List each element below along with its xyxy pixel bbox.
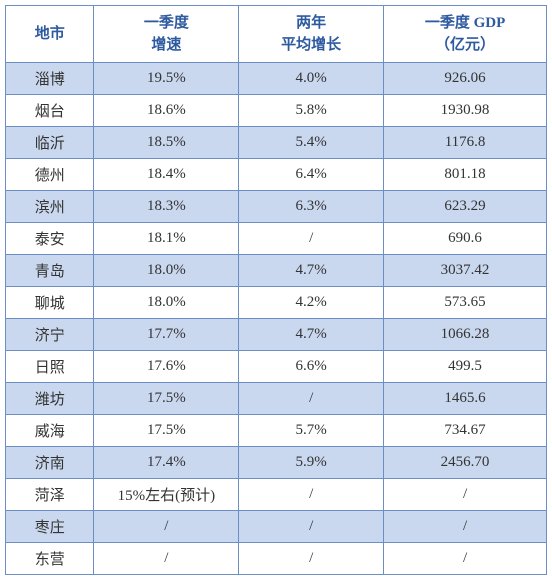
table-row: 济宁17.7%4.7%1066.28: [6, 319, 547, 351]
cell-q1_growth: 17.5%: [94, 383, 239, 415]
table-row: 枣庄///: [6, 511, 547, 543]
cell-city: 聊城: [6, 287, 94, 319]
cell-two_year_avg: 4.2%: [239, 287, 384, 319]
cell-q1_gdp: 3037.42: [384, 255, 547, 287]
cell-two_year_avg: 5.4%: [239, 127, 384, 159]
cell-city: 日照: [6, 351, 94, 383]
gdp-table: 地市 一季度增速 两年平均增长 一季度 GDP（亿元） 淄博19.5%4.0%9…: [5, 5, 547, 575]
table-body: 淄博19.5%4.0%926.06烟台18.6%5.8%1930.98临沂18.…: [6, 63, 547, 575]
cell-two_year_avg: 4.7%: [239, 319, 384, 351]
cell-q1_gdp: /: [384, 479, 547, 511]
cell-q1_growth: 18.0%: [94, 287, 239, 319]
cell-q1_gdp: 690.6: [384, 223, 547, 255]
table-row: 威海17.5%5.7%734.67: [6, 415, 547, 447]
table-row: 烟台18.6%5.8%1930.98: [6, 95, 547, 127]
cell-two_year_avg: 6.4%: [239, 159, 384, 191]
cell-q1_growth: 17.4%: [94, 447, 239, 479]
cell-q1_gdp: 1066.28: [384, 319, 547, 351]
table-row: 淄博19.5%4.0%926.06: [6, 63, 547, 95]
cell-q1_gdp: 1176.8: [384, 127, 547, 159]
table-row: 菏泽15%左右(预计)//: [6, 479, 547, 511]
cell-city: 济南: [6, 447, 94, 479]
cell-city: 济宁: [6, 319, 94, 351]
cell-q1_gdp: 926.06: [384, 63, 547, 95]
cell-two_year_avg: 6.6%: [239, 351, 384, 383]
table-row: 德州18.4%6.4%801.18: [6, 159, 547, 191]
table-row: 济南17.4%5.9%2456.70: [6, 447, 547, 479]
cell-q1_gdp: 2456.70: [384, 447, 547, 479]
cell-q1_gdp: 499.5: [384, 351, 547, 383]
header-q1-growth: 一季度增速: [94, 6, 239, 63]
cell-city: 烟台: [6, 95, 94, 127]
cell-city: 临沂: [6, 127, 94, 159]
cell-city: 潍坊: [6, 383, 94, 415]
cell-two_year_avg: /: [239, 479, 384, 511]
cell-city: 菏泽: [6, 479, 94, 511]
cell-two_year_avg: 5.9%: [239, 447, 384, 479]
cell-two_year_avg: 5.7%: [239, 415, 384, 447]
table-row: 东营///: [6, 543, 547, 575]
cell-two_year_avg: /: [239, 383, 384, 415]
cell-city: 淄博: [6, 63, 94, 95]
cell-q1_gdp: 1465.6: [384, 383, 547, 415]
cell-q1_growth: 18.4%: [94, 159, 239, 191]
table-row: 青岛18.0%4.7%3037.42: [6, 255, 547, 287]
table-row: 临沂18.5%5.4%1176.8: [6, 127, 547, 159]
cell-two_year_avg: /: [239, 543, 384, 575]
cell-city: 泰安: [6, 223, 94, 255]
cell-q1_growth: /: [94, 543, 239, 575]
cell-q1_growth: 18.0%: [94, 255, 239, 287]
cell-two_year_avg: 5.8%: [239, 95, 384, 127]
cell-q1_growth: 17.7%: [94, 319, 239, 351]
cell-q1_growth: 17.5%: [94, 415, 239, 447]
header-city: 地市: [6, 6, 94, 63]
cell-city: 枣庄: [6, 511, 94, 543]
cell-q1_growth: 19.5%: [94, 63, 239, 95]
table-row: 聊城18.0%4.2%573.65: [6, 287, 547, 319]
table-row: 泰安18.1%/690.6: [6, 223, 547, 255]
cell-two_year_avg: /: [239, 511, 384, 543]
cell-q1_growth: /: [94, 511, 239, 543]
cell-q1_gdp: 1930.98: [384, 95, 547, 127]
cell-two_year_avg: 4.7%: [239, 255, 384, 287]
cell-two_year_avg: 6.3%: [239, 191, 384, 223]
header-two-year-avg: 两年平均增长: [239, 6, 384, 63]
cell-q1_gdp: /: [384, 511, 547, 543]
cell-city: 东营: [6, 543, 94, 575]
cell-q1_gdp: /: [384, 543, 547, 575]
cell-q1_gdp: 573.65: [384, 287, 547, 319]
cell-q1_growth: 15%左右(预计): [94, 479, 239, 511]
cell-q1_growth: 18.3%: [94, 191, 239, 223]
header-q1-gdp: 一季度 GDP（亿元）: [384, 6, 547, 63]
table-row: 日照17.6%6.6%499.5: [6, 351, 547, 383]
table-row: 潍坊17.5%/1465.6: [6, 383, 547, 415]
cell-q1_growth: 18.6%: [94, 95, 239, 127]
cell-city: 威海: [6, 415, 94, 447]
cell-q1_growth: 17.6%: [94, 351, 239, 383]
table-row: 滨州18.3%6.3%623.29: [6, 191, 547, 223]
cell-city: 青岛: [6, 255, 94, 287]
cell-two_year_avg: /: [239, 223, 384, 255]
cell-q1_gdp: 734.67: [384, 415, 547, 447]
table-header-row: 地市 一季度增速 两年平均增长 一季度 GDP（亿元）: [6, 6, 547, 63]
cell-q1_growth: 18.1%: [94, 223, 239, 255]
cell-q1_gdp: 623.29: [384, 191, 547, 223]
cell-city: 德州: [6, 159, 94, 191]
cell-q1_gdp: 801.18: [384, 159, 547, 191]
cell-city: 滨州: [6, 191, 94, 223]
cell-q1_growth: 18.5%: [94, 127, 239, 159]
cell-two_year_avg: 4.0%: [239, 63, 384, 95]
